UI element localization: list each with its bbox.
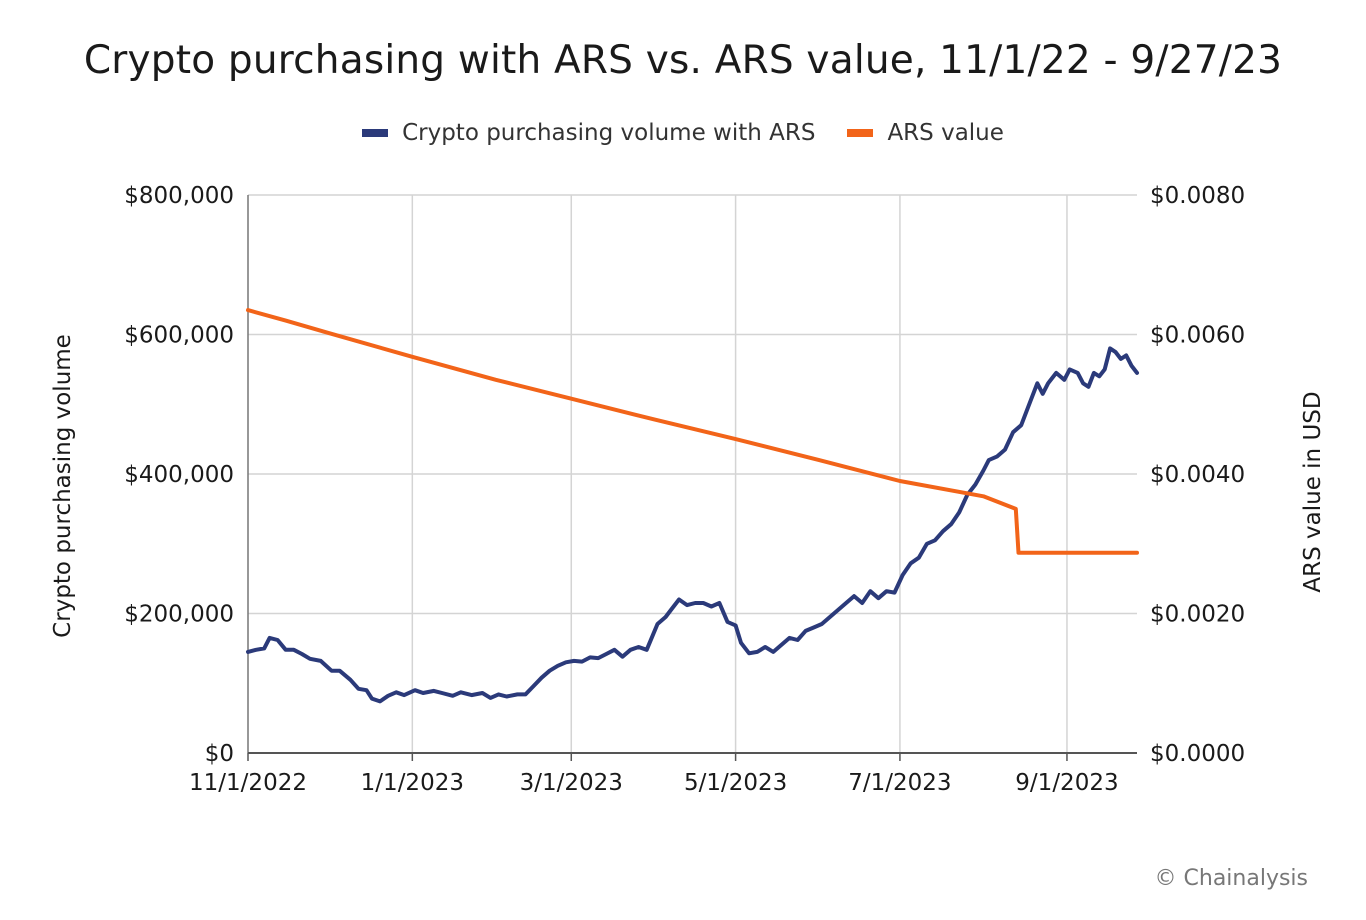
legend-label-volume: Crypto purchasing volume with ARS [402, 120, 816, 146]
y2-tick-label: $0.0000 [1150, 741, 1245, 767]
x-tick-label: 3/1/2023 [520, 770, 623, 796]
y2-axis-label: ARS value in USD [1300, 391, 1326, 592]
y-tick-label: $0 [205, 741, 234, 767]
series-line-ars [246, 308, 1139, 555]
x-tick-label: 7/1/2023 [848, 770, 951, 796]
x-tick-label: 5/1/2023 [684, 770, 787, 796]
grid [247, 194, 1137, 761]
x-axis-ticks: 11/1/2022 1/1/2023 3/1/2023 5/1/2023 7/1/202… [189, 770, 1119, 796]
attribution: © Chainalysis [1154, 866, 1308, 891]
legend-item-volume[interactable]: Crypto purchasing volume with ARS [362, 120, 815, 146]
y2-tick-label: $0.0020 [1150, 602, 1245, 628]
series-lines [246, 308, 1139, 704]
legend-label-ars: ARS value [887, 120, 1004, 146]
legend-swatch-ars [847, 129, 874, 137]
chart-title: Crypto purchasing with ARS vs. ARS value… [83, 38, 1283, 83]
x-tick-label: 1/1/2023 [361, 770, 464, 796]
y-tick-label: $800,000 [124, 183, 234, 209]
y2-tick-label: $0.0080 [1150, 183, 1245, 209]
x-tick-label: 9/1/2023 [1015, 770, 1118, 796]
y-tick-label: $200,000 [124, 602, 234, 628]
y-axis-label: Crypto purchasing volume [50, 334, 76, 638]
legend-item-ars[interactable]: ARS value [847, 120, 1004, 146]
legend: Crypto purchasing volume with ARS ARS va… [0, 120, 1366, 146]
x-tick-label: 11/1/2022 [189, 770, 307, 796]
series-line-volume [246, 346, 1139, 704]
y2-tick-label: $0.0060 [1150, 323, 1245, 349]
y-tick-label: $400,000 [124, 462, 234, 488]
y2-tick-label: $0.0040 [1150, 462, 1245, 488]
legend-swatch-volume [362, 129, 389, 137]
y-axis-ticks: $0 $200,000 $400,000 $600,000 $800,000 [124, 183, 234, 767]
y2-axis-ticks: $0.0000 $0.0020 $0.0040 $0.0060 $0.0080 [1150, 183, 1245, 767]
y-tick-label: $600,000 [124, 323, 234, 349]
